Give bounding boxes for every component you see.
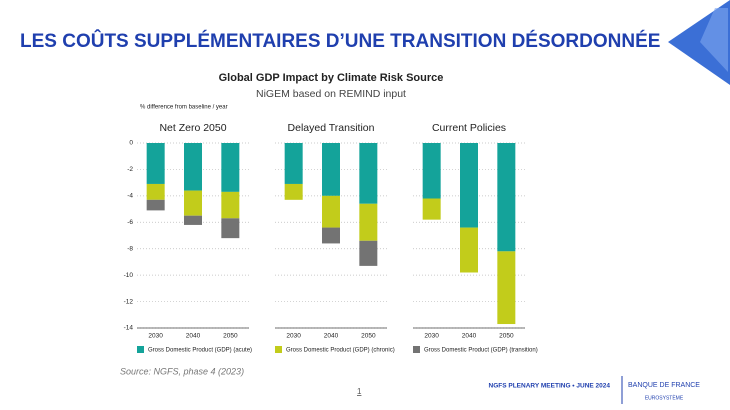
bar-segment xyxy=(184,143,202,191)
bar-segment xyxy=(284,183,303,200)
x-tick-label: 2030 xyxy=(148,333,163,340)
x-tick-label: 2040 xyxy=(324,333,339,340)
bar-segment xyxy=(146,199,165,211)
legend-swatch xyxy=(137,346,144,353)
bar-segment xyxy=(221,143,240,192)
legend-swatch xyxy=(413,346,420,353)
x-tick-label: 2050 xyxy=(499,333,514,340)
chart-title: Global GDP Impact by Climate Risk Source xyxy=(219,72,444,84)
bar-segment xyxy=(284,143,303,184)
y-tick-label: -8 xyxy=(127,245,133,252)
logo-stripes xyxy=(700,8,728,72)
footer: NGFS PLENARY MEETING • JUNE 2024 xyxy=(489,383,611,390)
panel-title: Delayed Transition xyxy=(288,122,375,134)
y-axis-label: % difference from baseline / year xyxy=(140,105,228,111)
bar-segment xyxy=(221,218,240,239)
bar-segment xyxy=(460,143,478,228)
x-tick-label: 2050 xyxy=(223,333,238,340)
chart-subtitle: NiGEM based on REMIND input xyxy=(256,88,406,100)
page-number: 1 xyxy=(357,387,362,396)
bar-segment xyxy=(460,227,478,273)
logo-name: BANQUE DE FRANCE xyxy=(628,382,700,389)
bar-segment xyxy=(497,143,516,252)
source: Source: NGFS, phase 4 (2023) xyxy=(120,366,244,376)
bar-segment xyxy=(359,143,378,204)
logo-sub: EUROSYSTÈME xyxy=(645,394,684,401)
legend-label: Gross Domestic Product (GDP) (transition… xyxy=(424,348,538,354)
bar-segment xyxy=(422,198,441,220)
bar-segment xyxy=(422,143,441,199)
bar-segment xyxy=(146,183,165,200)
y-tick-label: 0 xyxy=(129,140,133,147)
bar-segment xyxy=(184,215,202,225)
y-tick-label: -12 xyxy=(124,298,134,305)
y-tick-label: -14 xyxy=(124,325,134,332)
bar-segment xyxy=(359,203,378,241)
bar-segment xyxy=(322,143,340,196)
legend-label: Gross Domestic Product (GDP) (acute) xyxy=(148,348,252,354)
panel-title: Current Policies xyxy=(432,122,506,134)
bar-segment xyxy=(322,227,340,244)
x-tick-label: 2030 xyxy=(424,333,439,340)
legend-label: Gross Domestic Product (GDP) (chronic) xyxy=(286,348,395,354)
legend-swatch xyxy=(275,346,282,353)
slide-title: LES COÛTS SUPPLÉMENTAIRES D’UNE TRANSITI… xyxy=(20,30,660,52)
panel-title: Net Zero 2050 xyxy=(159,122,226,134)
y-tick-label: -10 xyxy=(124,272,134,279)
x-tick-label: 2050 xyxy=(361,333,376,340)
bar-segment xyxy=(322,195,340,228)
x-tick-label: 2040 xyxy=(186,333,201,340)
y-tick-label: -2 xyxy=(127,166,133,173)
bar-segment xyxy=(146,143,165,184)
bar-segment xyxy=(497,251,516,325)
x-tick-label: 2040 xyxy=(462,333,477,340)
bar-segment xyxy=(184,190,202,216)
bar-segment xyxy=(221,191,240,219)
y-tick-label: -6 xyxy=(127,219,133,226)
y-tick-label: -4 xyxy=(127,193,133,200)
x-tick-label: 2030 xyxy=(286,333,301,340)
bar-segment xyxy=(359,240,378,266)
